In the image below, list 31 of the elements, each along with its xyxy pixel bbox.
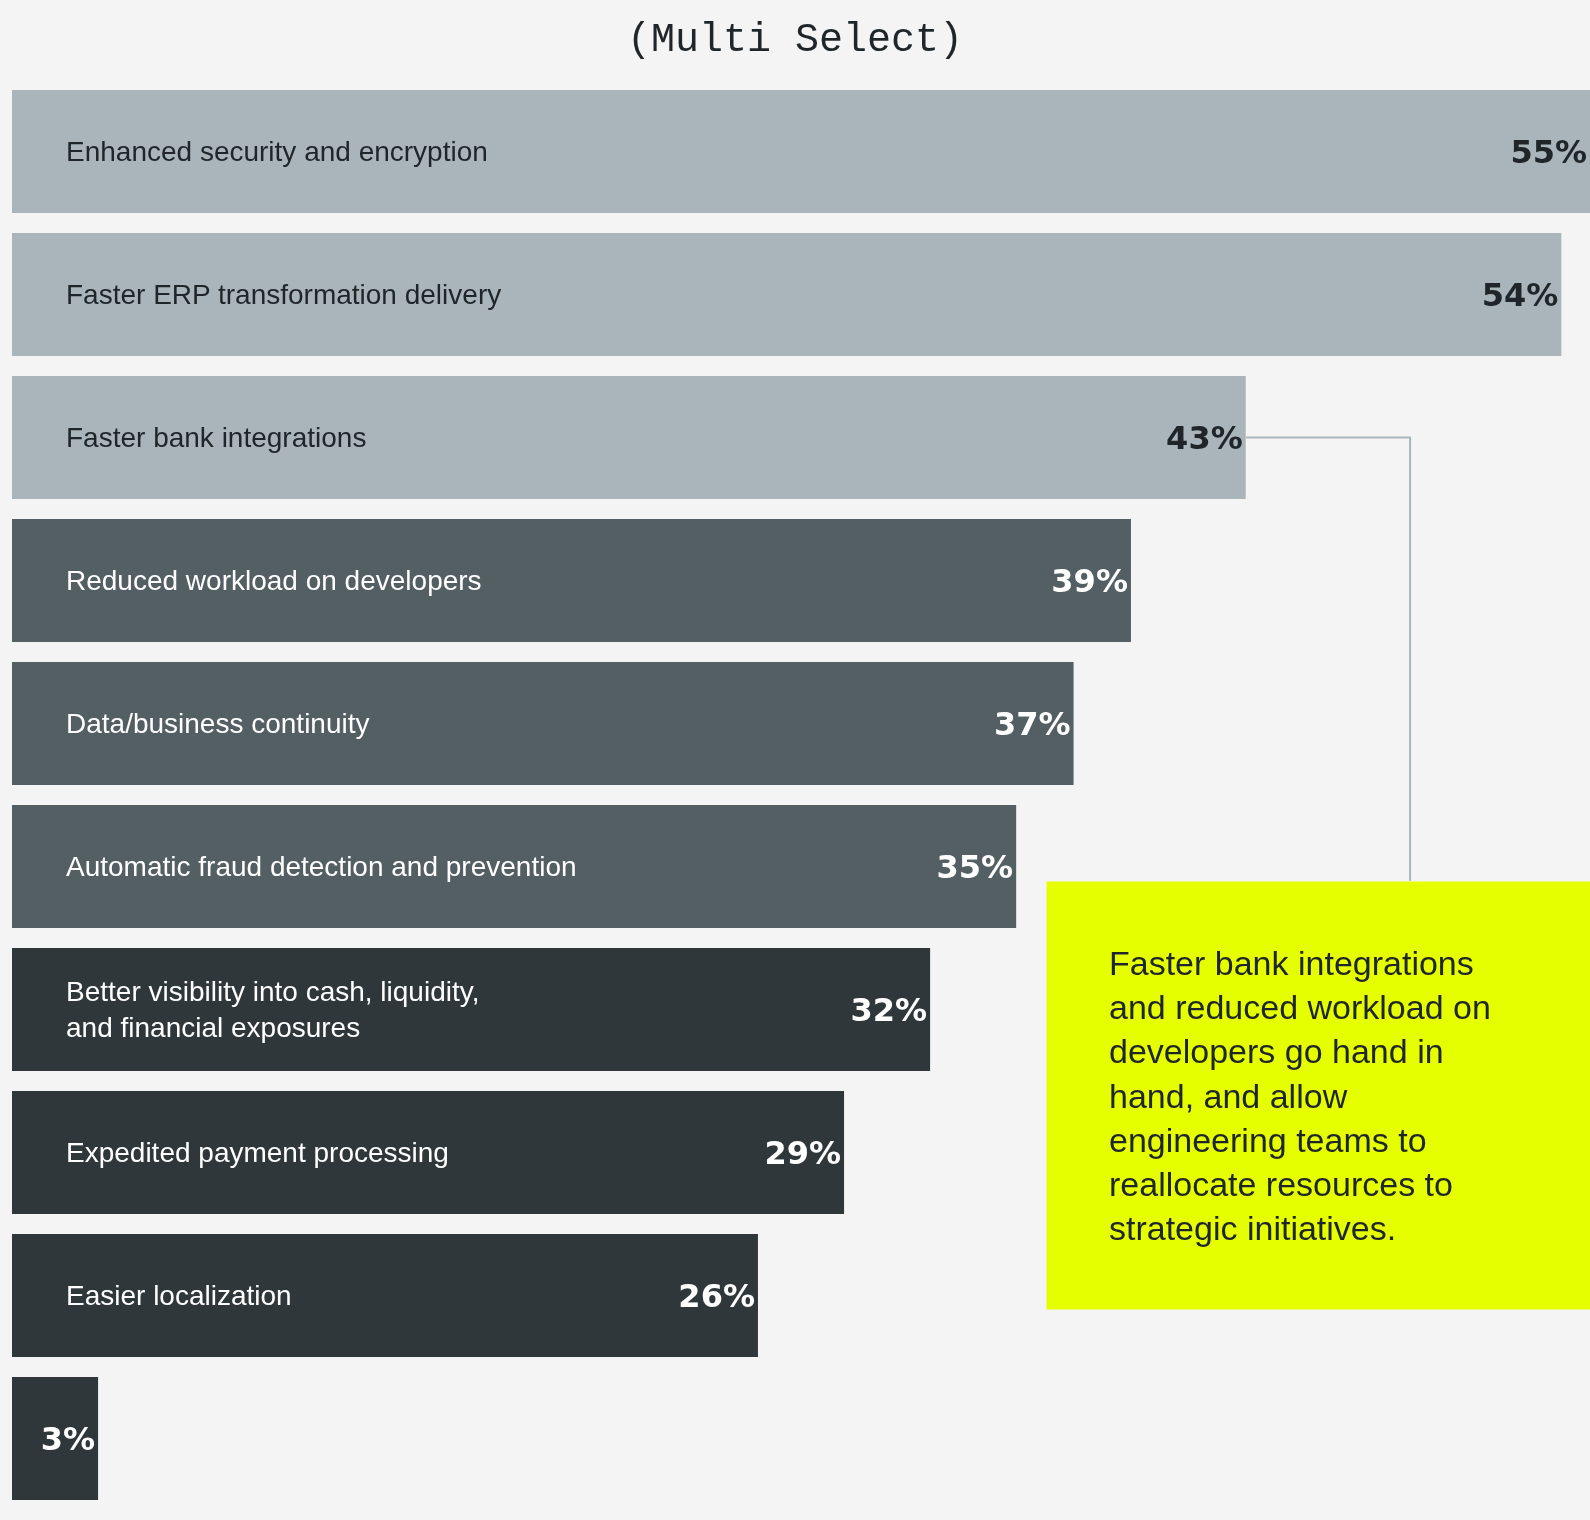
bar [12,1234,758,1357]
bar [12,1377,99,1500]
y-tick-label: Automatic fraud detection and prevention [66,851,577,882]
data-label: 55% [1510,132,1587,171]
bar [12,90,1590,213]
bar [12,662,1074,785]
y-tick-label: Enhanced security and encryption [66,136,488,167]
y-tick-label: Easier localization [66,1280,292,1311]
data-label: 43% [1166,418,1243,457]
y-tick-label: Data/business continuity [66,708,370,739]
data-label: 37% [993,704,1071,743]
bar [12,233,1562,356]
y-tick-label: Better visibility into cash, liquidity, and financial exposures [66,976,480,1044]
text: (Multi Select) [626,17,964,63]
bar [12,1091,845,1214]
data-label: 26% [678,1276,755,1315]
data-label: 39% [1051,561,1128,600]
bar [12,805,1017,928]
bar [12,376,1246,499]
data-label: 35% [936,847,1014,886]
annotation: Faster bank integrations and reduced workload on developers go hand in hand, and allow engineering teams to reallocate resources to strategic initiatives. [1109,944,1491,1248]
y-tick-label: Faster bank integrations [66,422,367,453]
data-label: 54% [1481,275,1559,314]
data-label: 29% [764,1133,842,1172]
y-tick-label: Reduced workload on developers [66,565,482,596]
y-tick-label: Faster ERP transformation delivery [66,279,502,310]
data-label: 32% [850,990,928,1029]
bar [12,519,1131,642]
data-label: 3% [40,1419,96,1458]
y-tick-label: Expedited payment processing [66,1137,449,1168]
bar [12,948,931,1071]
